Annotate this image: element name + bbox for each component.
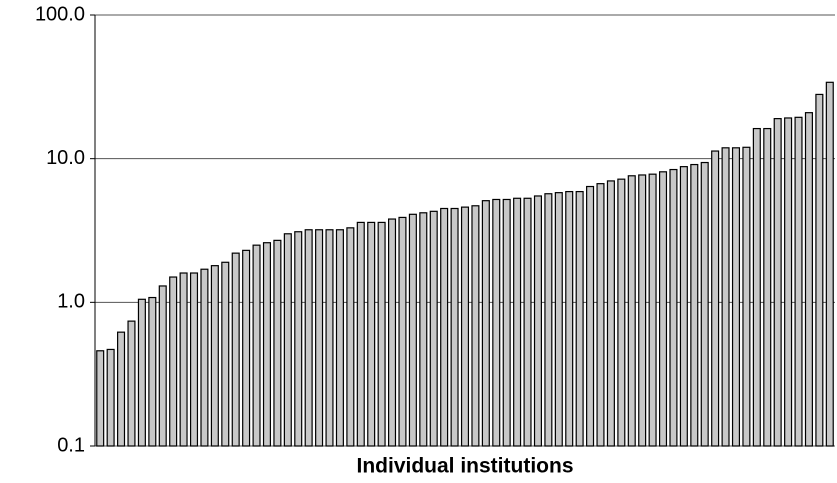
bar xyxy=(596,183,605,447)
bar xyxy=(210,265,219,447)
bar xyxy=(127,320,136,447)
bar xyxy=(304,229,313,447)
x-axis-label: Individual institutions xyxy=(357,455,574,478)
bar xyxy=(283,233,292,447)
bar xyxy=(158,285,167,447)
bar xyxy=(752,127,761,447)
bar xyxy=(388,218,397,447)
bar xyxy=(721,147,730,447)
bar xyxy=(273,239,282,447)
bar xyxy=(481,200,490,447)
bar xyxy=(367,221,376,447)
bar xyxy=(492,198,501,447)
bar xyxy=(325,229,334,447)
bar xyxy=(356,221,365,447)
bar xyxy=(262,242,272,447)
bar xyxy=(815,93,824,447)
bar xyxy=(638,174,647,447)
bar xyxy=(377,221,386,447)
bar xyxy=(565,190,574,447)
bar xyxy=(627,175,636,447)
bar xyxy=(742,146,751,447)
bar xyxy=(658,171,668,447)
bar xyxy=(335,229,344,447)
bar xyxy=(606,180,615,447)
bar xyxy=(429,210,438,447)
bar xyxy=(117,331,126,447)
bar xyxy=(731,147,741,447)
bar xyxy=(825,81,834,447)
y-tick-label: 1.0 xyxy=(57,291,85,313)
bar xyxy=(179,272,188,447)
bar xyxy=(648,173,657,447)
bar xyxy=(460,206,470,447)
y-tick-label: 0.1 xyxy=(57,434,85,456)
bar xyxy=(242,249,251,447)
bar xyxy=(617,178,626,447)
bar xyxy=(554,192,563,447)
bar xyxy=(700,161,709,447)
bar xyxy=(669,168,678,447)
bar xyxy=(137,298,146,447)
bar xyxy=(784,117,793,447)
bar xyxy=(189,272,199,447)
bar xyxy=(586,185,595,447)
bar xyxy=(804,112,813,447)
bar xyxy=(231,252,240,447)
bar xyxy=(200,268,209,447)
bar xyxy=(408,213,417,447)
bar xyxy=(575,190,584,447)
bar xyxy=(398,216,407,447)
bar xyxy=(96,350,105,447)
bar xyxy=(346,227,355,447)
bar xyxy=(294,231,303,447)
y-tick-label: 10.0 xyxy=(46,147,85,169)
y-tick-label: 100.0 xyxy=(35,3,85,25)
bar xyxy=(523,197,532,447)
bar xyxy=(679,166,688,447)
bar xyxy=(169,276,178,447)
bar xyxy=(252,244,261,447)
bar xyxy=(690,163,699,447)
bar xyxy=(221,261,230,447)
bar xyxy=(533,195,542,447)
bar xyxy=(502,198,511,447)
bar xyxy=(763,127,772,447)
bar xyxy=(544,193,553,447)
bar xyxy=(513,197,522,447)
bar xyxy=(315,229,324,447)
bar xyxy=(471,205,480,447)
bar xyxy=(106,348,115,447)
bar xyxy=(450,207,459,447)
bar xyxy=(773,118,782,447)
bar xyxy=(794,116,803,447)
bar xyxy=(148,296,157,447)
bar xyxy=(419,212,428,447)
bar xyxy=(440,207,449,447)
bar xyxy=(711,150,720,447)
